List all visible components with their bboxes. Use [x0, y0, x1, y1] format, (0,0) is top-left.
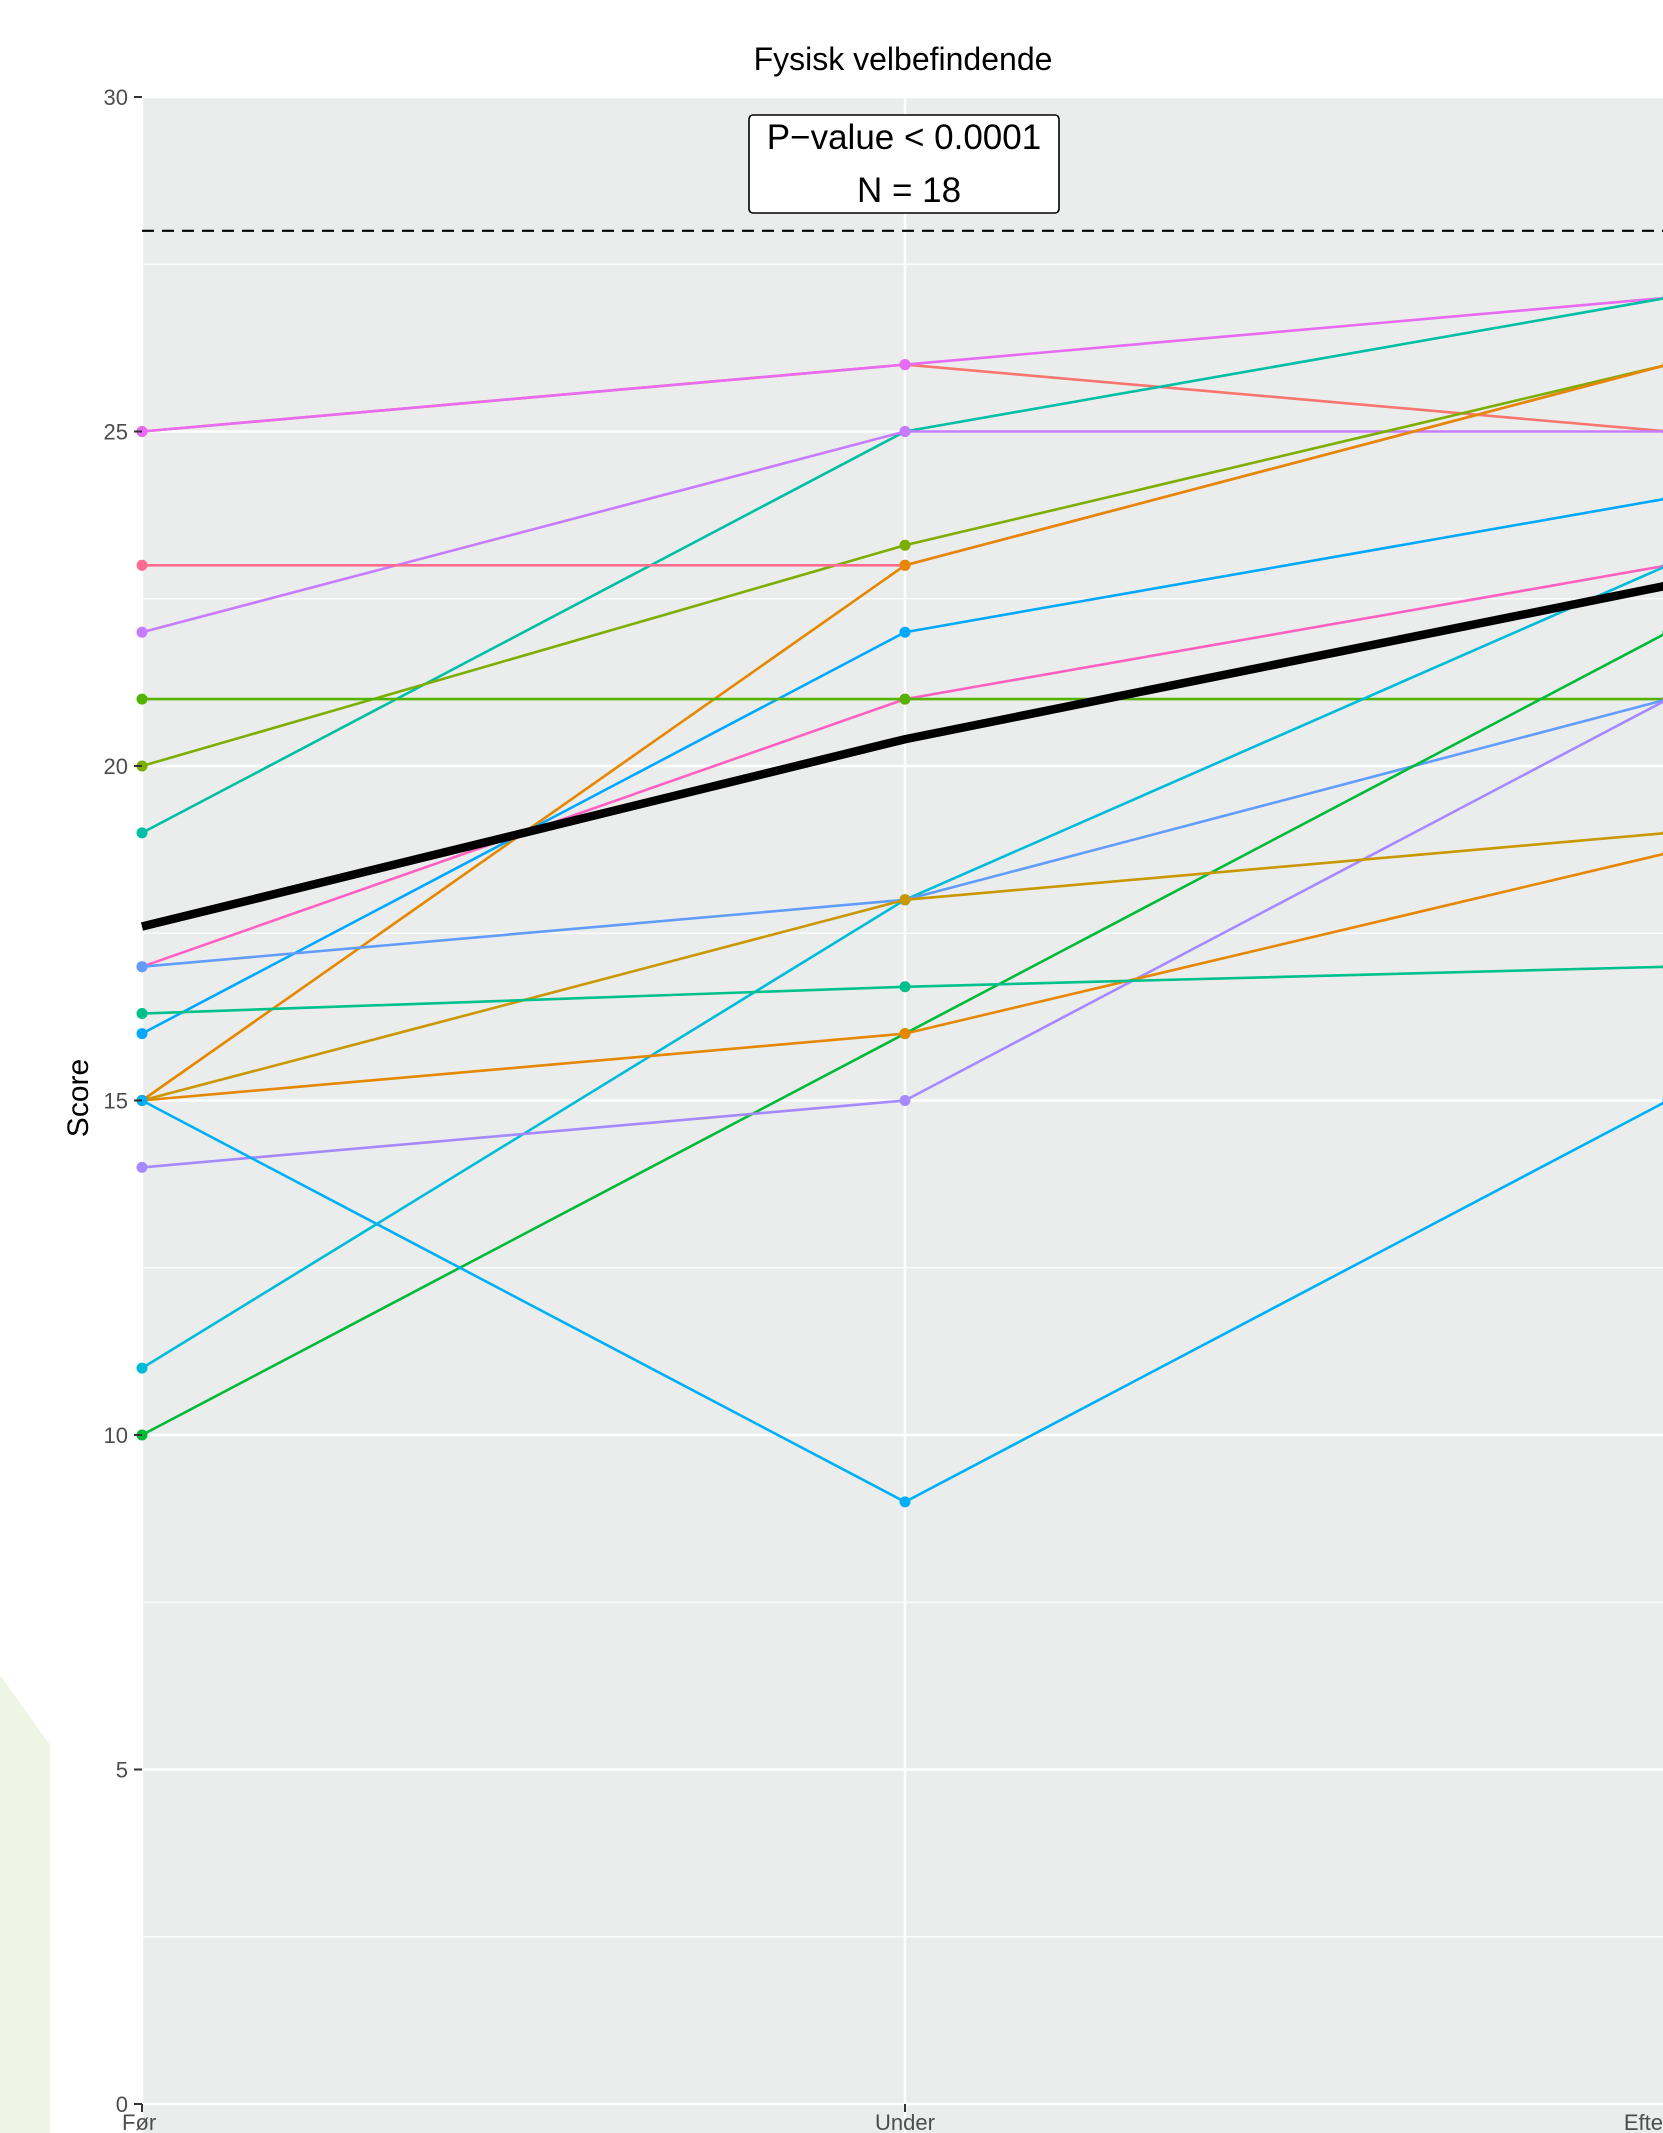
- y-tick-label: 15: [104, 1089, 128, 1114]
- series-10-point-1: [136, 693, 148, 705]
- y-tick-label: 20: [104, 754, 128, 779]
- series-8-point-2: [899, 626, 911, 638]
- series-15-point-2: [899, 894, 911, 906]
- series-14-point-2: [899, 1095, 911, 1106]
- y-tick-label: 5: [116, 1758, 128, 1783]
- series-10-point-2: [899, 693, 911, 705]
- series-4-point-2: [899, 426, 911, 437]
- series-17-point-1: [136, 1008, 148, 1020]
- series-7-point-2: [899, 559, 911, 571]
- y-axis: 0 5 10 15 20 25 30: [104, 85, 142, 2117]
- series-8-point-1: [136, 1028, 148, 1040]
- y-tick-label: 10: [104, 1423, 128, 1448]
- p-value-label: P−value < 0.0001: [767, 118, 1041, 157]
- y-tick-label: 25: [104, 420, 128, 445]
- annotation-box: P−value < 0.0001 N = 18: [748, 114, 1060, 214]
- mean-line-group: [140, 582, 1663, 931]
- chart-title: Fysisk velbefindende: [754, 41, 1053, 77]
- x-tick-label: Efte: [1624, 2110, 1663, 2133]
- series-12-point-1: [136, 961, 148, 973]
- series-18-point-2: [899, 1496, 911, 1508]
- series-6-point-1: [136, 559, 148, 571]
- x-axis: Før Under Efte: [122, 2104, 1663, 2133]
- background-decoration: [0, 1675, 50, 2133]
- n-label: N = 18: [857, 171, 961, 210]
- series-17-point-2: [899, 981, 911, 993]
- x-tick-label: Under: [875, 2110, 935, 2133]
- y-tick-label: 30: [104, 85, 128, 110]
- y-axis-label: Score: [62, 1059, 95, 1137]
- plot-panel: [142, 97, 1663, 2133]
- series-11-point-1: [136, 1362, 148, 1374]
- series-5-point-2: [899, 539, 911, 551]
- series-14-point-1: [136, 1161, 148, 1173]
- series-4-point-1: [136, 626, 148, 638]
- x-tick-label: Før: [122, 2110, 156, 2133]
- series-3-point-1: [136, 827, 148, 839]
- series-16-point-2: [899, 1028, 911, 1040]
- mean-line: [140, 582, 1663, 931]
- series-2-point-2: [899, 359, 911, 371]
- y-tick-label: 0: [116, 2092, 128, 2117]
